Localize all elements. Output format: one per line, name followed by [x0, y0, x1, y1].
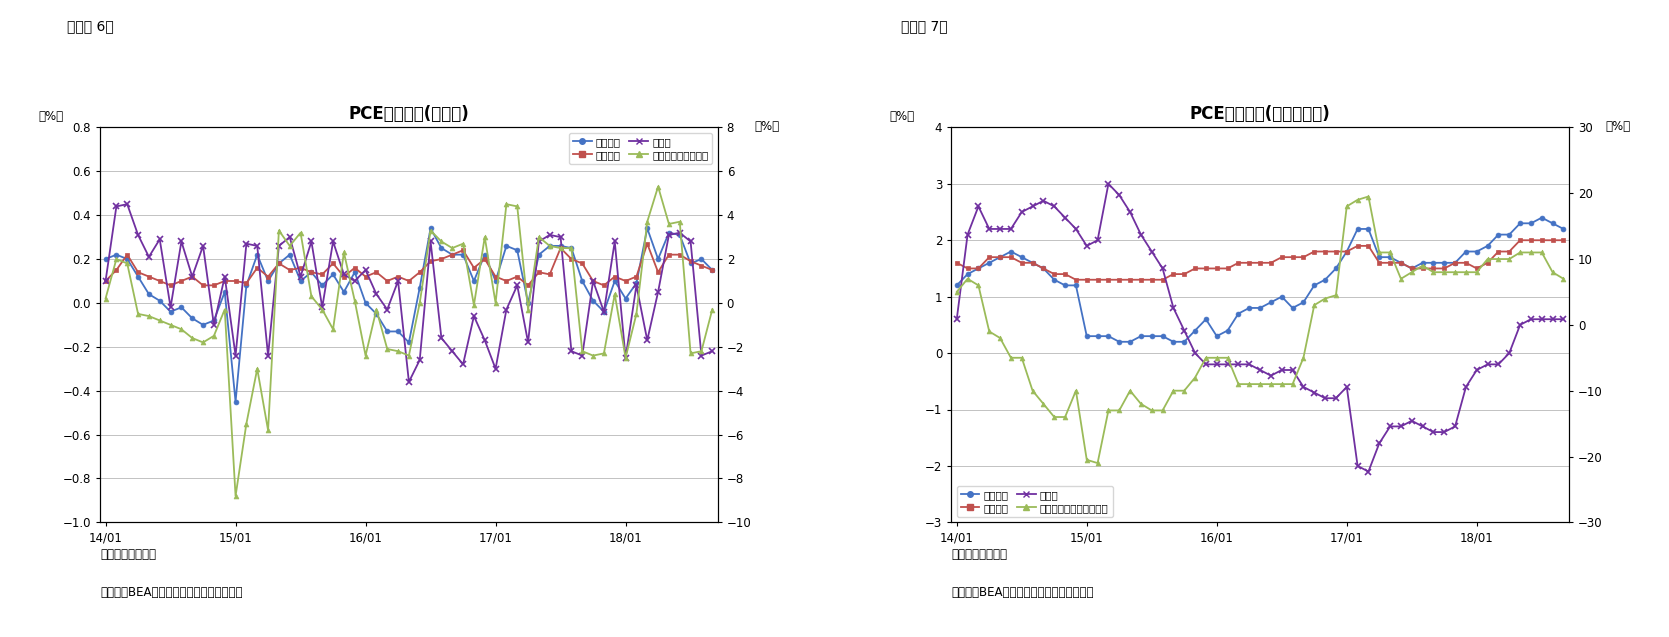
Text: （資料）BEAよりニッセイ基礎研究所作成: （資料）BEAよりニッセイ基礎研究所作成 [100, 586, 242, 599]
Title: PCE価格指数(前年同月比): PCE価格指数(前年同月比) [1190, 105, 1330, 123]
Y-axis label: （%）: （%） [1606, 120, 1631, 132]
Legend: 総合指数, コア指数, 食料品, エネルギー関連（右軸）: 総合指数, コア指数, 食料品, エネルギー関連（右軸） [956, 485, 1113, 517]
Text: （注）季節調整済: （注）季節調整済 [100, 548, 157, 561]
Text: （注）季節調整済: （注）季節調整済 [951, 548, 1008, 561]
Text: （図表 7）: （図表 7） [901, 19, 948, 33]
Legend: 総合指数, コア指数, 食料品, エネルギー（右軸）: 総合指数, コア指数, 食料品, エネルギー（右軸） [569, 132, 713, 164]
Text: （%）: （%） [38, 110, 63, 124]
Title: PCE価格指数(前月比): PCE価格指数(前月比) [349, 105, 469, 123]
Text: （図表 6）: （図表 6） [67, 19, 113, 33]
Y-axis label: （%）: （%） [754, 120, 779, 132]
Text: （%）: （%） [890, 110, 915, 124]
Text: （資料）BEAよりニッセイ基礎研究所作成: （資料）BEAよりニッセイ基礎研究所作成 [951, 586, 1093, 599]
